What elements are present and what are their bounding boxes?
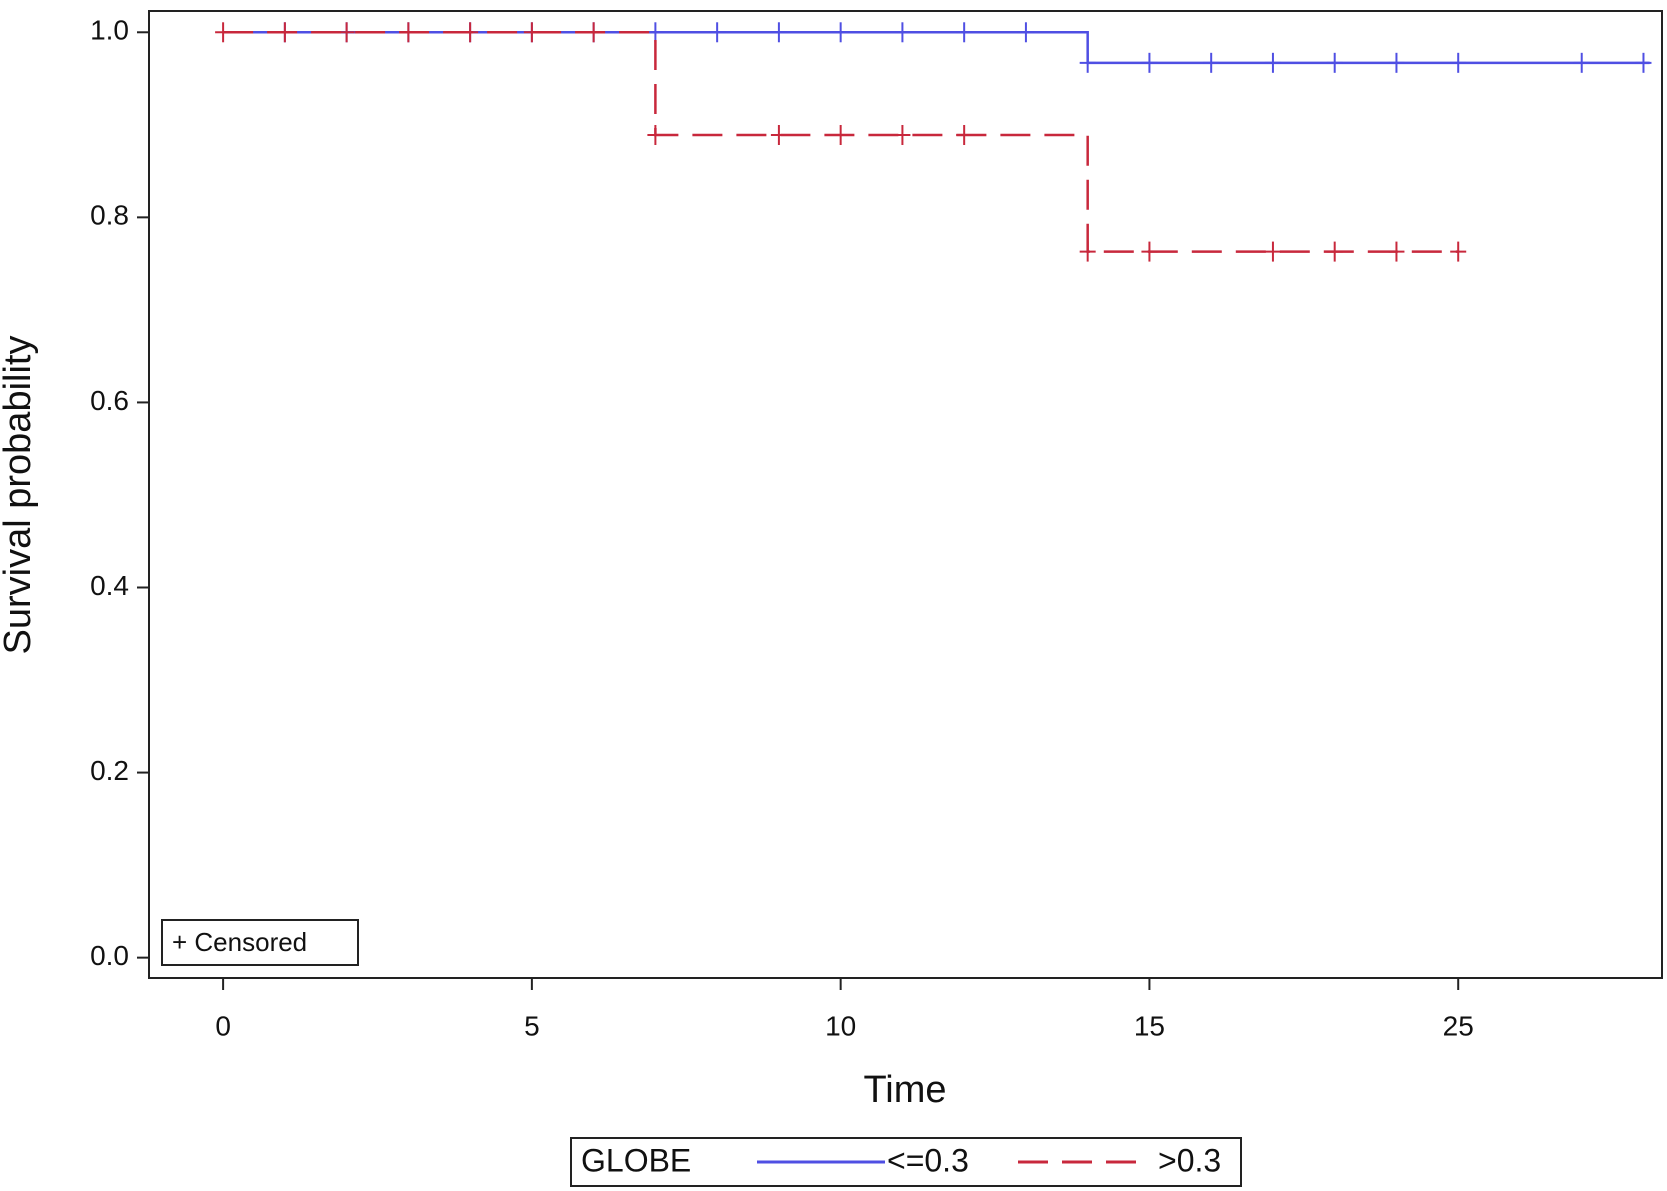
y-tick-label: 0.8 — [90, 200, 129, 231]
censored-box — [161, 919, 359, 966]
legend-label: <=0.3 — [887, 1142, 969, 1178]
legend-label: >0.3 — [1158, 1142, 1221, 1178]
x-tick-label: 5 — [524, 1010, 540, 1041]
plot-frame — [148, 10, 1663, 979]
x-tick-label: 10 — [825, 1010, 856, 1041]
y-tick-label: 0.2 — [90, 755, 129, 786]
x-tick-label: 25 — [1443, 1010, 1474, 1041]
y-tick-label: 0.6 — [90, 385, 129, 416]
y-tick-label: 0.0 — [90, 940, 129, 971]
y-tick-label: 1.0 — [90, 15, 129, 46]
x-tick-label: 15 — [1134, 1010, 1165, 1041]
x-tick-label: 0 — [215, 1010, 231, 1041]
survival-curve — [223, 31, 1650, 65]
y-axis-title: Survival probability — [0, 336, 39, 655]
censored-label: + Censored — [172, 927, 307, 957]
y-tick-label: 0.4 — [90, 570, 129, 601]
legend-title: GLOBE — [581, 1142, 691, 1178]
x-axis-title: Time — [863, 1069, 946, 1111]
